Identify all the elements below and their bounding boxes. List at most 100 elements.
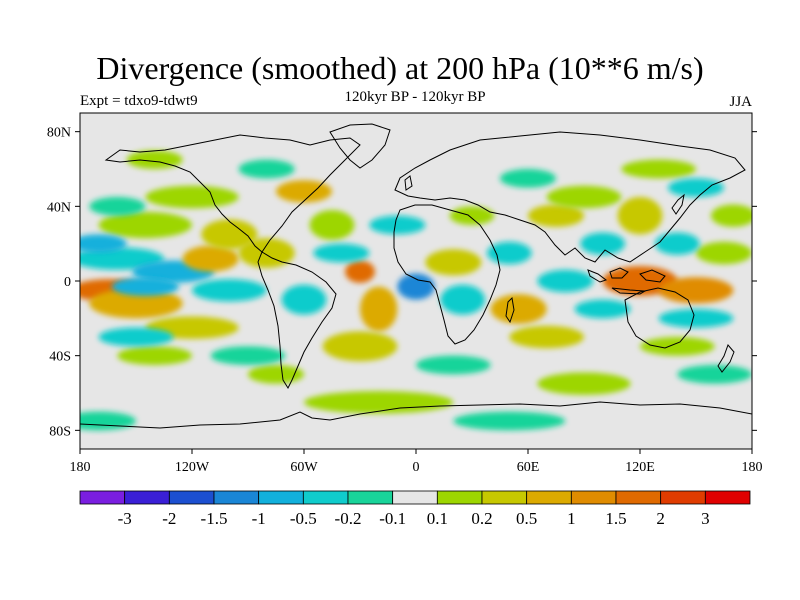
divergence-blob xyxy=(145,185,239,209)
divergence-blob xyxy=(304,391,454,414)
coastline-africa xyxy=(393,204,501,345)
coastlines xyxy=(80,123,752,429)
colorbar-label: -2 xyxy=(162,509,176,528)
colorbar-label: 0.1 xyxy=(427,509,448,528)
lon-tick-label: 60E xyxy=(517,460,540,475)
divergence-blob xyxy=(111,277,179,296)
coastline-madagascar xyxy=(505,296,515,324)
colorbar-swatch xyxy=(392,490,438,505)
divergence-blob xyxy=(276,180,332,203)
divergence-blob xyxy=(710,204,752,227)
divergence-blob xyxy=(117,346,192,365)
colorbar-swatch xyxy=(302,490,349,505)
colorbar-swatch xyxy=(79,490,126,505)
coastline-new-zealand xyxy=(717,344,735,373)
colorbar-swatch xyxy=(347,490,394,505)
colorbar-swatch xyxy=(124,490,170,505)
colorbar-label: -0.5 xyxy=(290,509,317,528)
colorbar-swatch xyxy=(258,490,304,505)
lat-tick-label: 80N xyxy=(47,126,71,141)
coastline-south-america xyxy=(257,251,337,390)
divergence-blob xyxy=(425,249,482,276)
divergence-blob xyxy=(486,241,532,265)
colorbar-swatch xyxy=(213,490,260,505)
divergence-blob xyxy=(369,215,426,235)
divergence-blob xyxy=(580,232,626,255)
plot-title: Divergence (smoothed) at 200 hPa (10**6 … xyxy=(96,50,704,86)
lon-tick-label: 180 xyxy=(742,460,763,475)
divergence-blob xyxy=(89,197,146,216)
divergence-blob xyxy=(453,411,566,431)
map-axes: 80N 40N 0 40S 80S 180 120W 60W 0 60E 120E 180 xyxy=(47,126,763,475)
colorbar-label: -0.1 xyxy=(379,509,406,528)
lon-tick-label: 60W xyxy=(290,460,318,475)
colorbar-label: 0.2 xyxy=(471,509,492,528)
colorbar-swatch xyxy=(481,490,528,505)
divergence-blob xyxy=(574,299,631,319)
divergence-blob xyxy=(210,346,286,365)
lat-tick-label: 80S xyxy=(49,424,71,439)
coastline-greenland xyxy=(329,123,391,169)
divergence-blob xyxy=(238,159,295,179)
divergence-blob xyxy=(500,169,556,188)
divergence-blob xyxy=(281,284,327,315)
lon-tick-label: 180 xyxy=(70,460,91,475)
divergence-blob xyxy=(668,178,724,198)
divergence-blob xyxy=(192,279,267,302)
coastline-australia xyxy=(624,287,695,349)
divergence-blob xyxy=(416,355,491,375)
divergence-blob xyxy=(621,159,697,179)
divergence-blob xyxy=(640,337,715,356)
divergence-blob xyxy=(509,325,584,349)
coastline-eurasia xyxy=(394,131,746,263)
colorbar-label: 2 xyxy=(656,509,665,528)
divergence-blob xyxy=(658,309,734,328)
divergence-blob xyxy=(654,232,700,255)
divergence-blob xyxy=(449,206,495,226)
divergence-blob xyxy=(98,211,192,239)
colorbar-label: 3 xyxy=(701,509,710,528)
divergence-blob xyxy=(360,286,398,332)
lon-tick-label: 120E xyxy=(625,460,655,475)
lat-tick-label: 40S xyxy=(49,350,71,365)
divergence-blob xyxy=(528,204,584,227)
season-label: JJA xyxy=(729,94,752,110)
divergence-blob xyxy=(238,238,295,268)
divergence-blob xyxy=(490,294,547,324)
divergence-field xyxy=(80,150,752,431)
divergence-blob xyxy=(440,284,486,315)
plot-subtitle: 120kyr BP - 120kyr BP xyxy=(344,89,486,105)
divergence-blob xyxy=(397,273,435,300)
colorbar: -3 -2 -1.5 -1 -0.5 -0.2 -0.1 0.1 0.2 0.5 1 1.5 2 3 xyxy=(79,490,751,528)
divergence-blob xyxy=(182,245,239,272)
colorbar-label: 1 xyxy=(567,509,576,528)
colorbar-swatch xyxy=(660,490,706,505)
colorbar-label: -1 xyxy=(252,509,266,528)
colorbar-swatch xyxy=(615,490,662,505)
divergence-blob xyxy=(617,197,663,235)
coastline-indonesia xyxy=(587,267,666,295)
colorbar-label: 0.5 xyxy=(516,509,537,528)
divergence-blob xyxy=(80,411,136,431)
divergence-blob xyxy=(537,269,594,293)
experiment-label: Expt = tdxo9-tdwt9 xyxy=(80,93,198,109)
colorbar-swatch xyxy=(570,490,617,505)
divergence-blob xyxy=(309,210,355,240)
coastline-japan xyxy=(671,193,685,215)
colorbar-label: 1.5 xyxy=(605,509,626,528)
divergence-blob xyxy=(345,260,375,283)
divergence-blob xyxy=(546,185,622,209)
divergence-blob xyxy=(248,365,304,384)
colorbar-swatch xyxy=(526,490,572,505)
divergence-blob xyxy=(98,327,174,347)
divergence-blob xyxy=(80,234,127,253)
colorbar-label: -3 xyxy=(118,509,132,528)
colorbar-label: -0.2 xyxy=(335,509,362,528)
divergence-blob xyxy=(658,277,734,304)
lon-tick-label: 120W xyxy=(175,460,210,475)
colorbar-label: -1.5 xyxy=(201,509,228,528)
colorbar-swatch xyxy=(168,490,215,505)
coastline-british-isles xyxy=(404,175,413,191)
lon-tick-label: 0 xyxy=(413,460,420,475)
